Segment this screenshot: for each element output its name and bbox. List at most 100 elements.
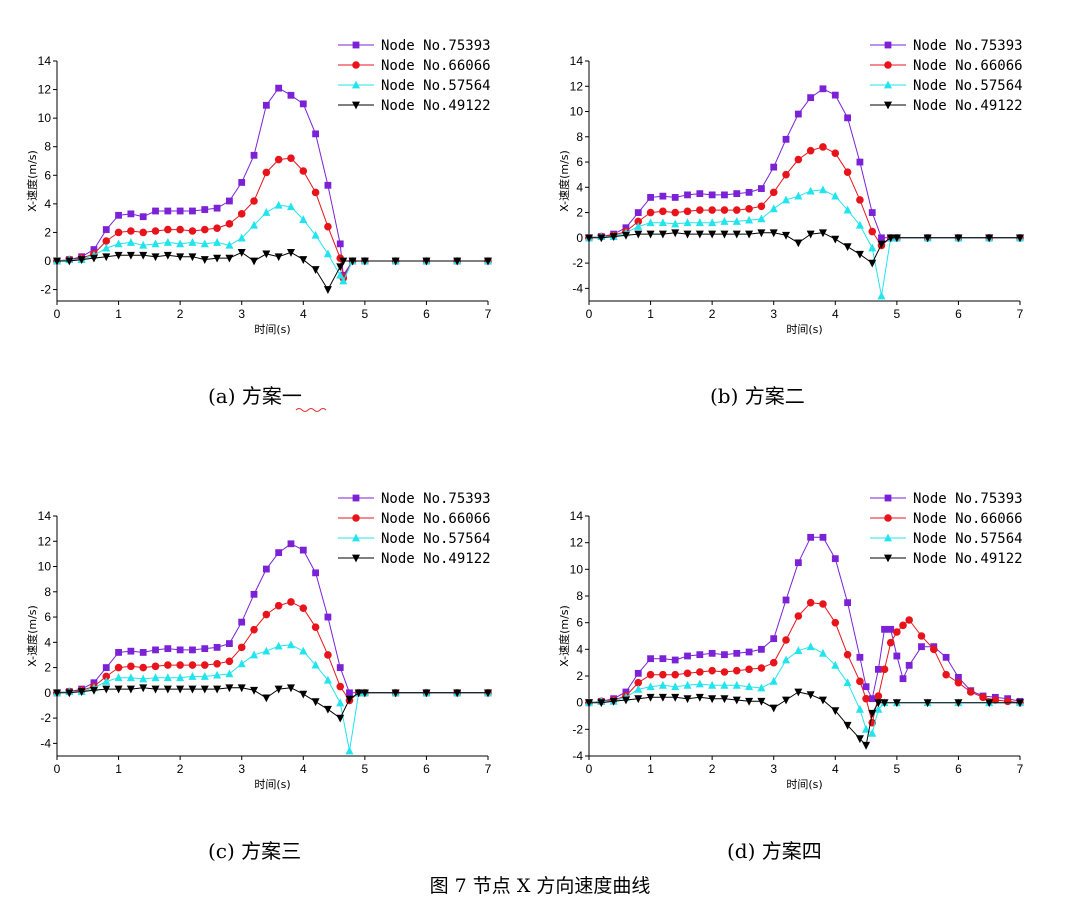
y-axis-label: X-速度(m/s) [557, 150, 571, 212]
data-point [659, 670, 667, 679]
data-point [646, 208, 655, 217]
data-point [899, 675, 907, 683]
data-point [152, 646, 159, 654]
data-point [176, 207, 184, 215]
x-tick-label: 3 [238, 307, 245, 321]
data-point [176, 646, 184, 654]
caption-a: (a) 方案一 [208, 384, 302, 408]
data-point [287, 540, 295, 548]
data-point [102, 253, 111, 262]
x-tick-label: 6 [955, 762, 962, 776]
data-point [262, 250, 271, 259]
x-tick-label: 4 [832, 307, 839, 321]
legend-label: Node No.57564 [913, 78, 1023, 94]
data-point [1003, 697, 1012, 706]
y-tick-label: 8 [44, 140, 51, 154]
x-tick-label: 7 [485, 307, 492, 321]
data-point [794, 239, 803, 248]
data-point [139, 663, 147, 672]
data-point [126, 673, 135, 682]
data-point [942, 653, 950, 661]
y-tick-label: 12 [570, 79, 584, 93]
data-point [769, 658, 778, 667]
data-point [200, 239, 209, 248]
figure-caption: 图 7 节点 X 方向速度曲线 [430, 875, 651, 897]
y-tick-label: 0 [576, 696, 583, 710]
data-point [874, 692, 883, 700]
data-point [163, 673, 172, 682]
data-point [238, 618, 246, 626]
data-point [621, 231, 630, 240]
x-tick-label: 4 [832, 762, 839, 776]
caption-c: (c) 方案三 [208, 839, 301, 863]
data-point [225, 657, 234, 666]
data-point [634, 684, 643, 693]
data-point [127, 227, 135, 235]
data-point [720, 695, 729, 704]
data-point [732, 696, 741, 705]
data-point [683, 669, 692, 678]
data-point [868, 728, 877, 737]
data-point [163, 251, 172, 260]
legend-marker [884, 554, 892, 563]
y-tick-label: -4 [572, 281, 583, 295]
data-point [188, 238, 197, 246]
data-point [139, 674, 148, 683]
data-point [151, 662, 160, 671]
data-point [176, 253, 185, 262]
y-tick-label: 12 [38, 83, 52, 97]
data-point [597, 234, 606, 243]
series-line [588, 536, 1021, 704]
series-line [589, 232, 1020, 264]
data-point [163, 238, 172, 246]
x-tick-label: 3 [770, 762, 777, 776]
data-point [757, 229, 766, 238]
data-point [312, 569, 319, 577]
data-point [818, 229, 827, 238]
data-point [683, 230, 692, 239]
data-point [646, 682, 655, 691]
data-point [336, 270, 345, 279]
data-point [868, 259, 877, 268]
data-point [782, 135, 790, 143]
data-point [634, 209, 642, 216]
data-point [831, 149, 840, 158]
data-point [164, 661, 172, 669]
data-point [732, 206, 741, 214]
y-tick-label: 4 [44, 197, 51, 211]
data-point [262, 646, 271, 655]
data-point [745, 204, 753, 213]
panel-b: 0 1 2 3 4 5 6 7-4-202468101214时间(s)X-速度(m/s)Nod… [557, 38, 1024, 336]
data-point [708, 649, 716, 657]
legend-label: Node No.66066 [381, 58, 491, 74]
data-point [658, 680, 667, 689]
data-point [855, 220, 864, 229]
data-point [831, 707, 840, 716]
data-point [671, 194, 679, 201]
data-point [188, 672, 197, 680]
data-point [862, 683, 870, 691]
data-point [732, 230, 741, 239]
data-point [262, 168, 271, 177]
data-point [311, 230, 320, 239]
data-point [226, 640, 233, 647]
series-node-no-57564 [585, 185, 1024, 300]
data-point [126, 251, 135, 260]
data-point [696, 668, 704, 676]
data-point [695, 218, 704, 227]
data-point [324, 613, 332, 621]
caption-b: (b) 方案二 [710, 384, 805, 408]
y-tick-label: 10 [570, 562, 584, 576]
data-point [880, 699, 889, 708]
data-point [708, 695, 717, 704]
y-tick-label: 0 [44, 254, 51, 268]
panel-c: 0 1 2 3 4 5 6 7-4-202468101214时间(s)X-速度(m/s)Nod… [25, 491, 492, 791]
data-point [115, 211, 122, 219]
data-point [745, 648, 753, 656]
data-point [336, 664, 344, 671]
data-point [770, 163, 778, 171]
data-point [114, 251, 123, 260]
data-point [262, 694, 271, 703]
y-tick-label: -2 [572, 722, 583, 736]
data-point [299, 100, 307, 108]
